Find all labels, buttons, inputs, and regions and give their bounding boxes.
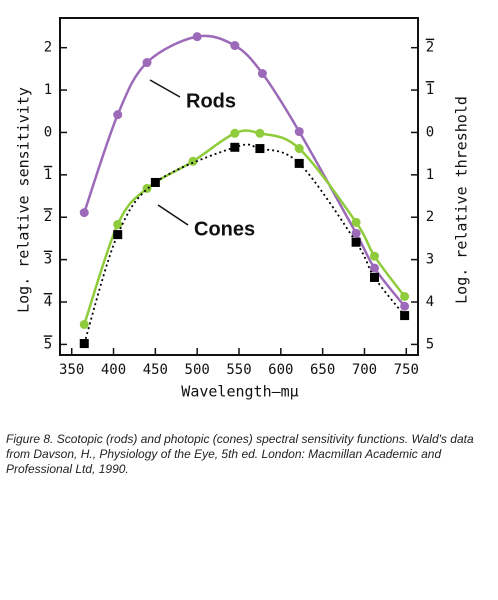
data-point — [294, 144, 304, 154]
y2-axis-label: Log. relative threshold — [453, 96, 471, 304]
data-point — [150, 177, 160, 187]
y-tick-label: 4 — [44, 294, 52, 310]
y-tick-label: 1 — [44, 167, 52, 183]
data-point — [142, 58, 152, 68]
x-tick-label: 350 — [59, 362, 84, 378]
y-axis-label: Log. relative sensitivity — [15, 87, 33, 313]
data-point — [400, 301, 410, 311]
data-point — [79, 208, 89, 218]
data-point — [255, 144, 265, 154]
data-point — [351, 237, 361, 247]
y-tick-label: 0 — [44, 124, 52, 140]
data-point — [294, 158, 304, 168]
data-point — [188, 156, 198, 166]
y-tick-label: 2 — [426, 40, 434, 56]
data-point — [192, 32, 202, 42]
caption: Figure 8. Scotopic (rods) and photopic (… — [6, 432, 474, 476]
data-point — [230, 41, 240, 51]
data-point — [113, 230, 123, 240]
series-line — [83, 143, 406, 344]
chart: Log. relative sensitivity Log. relative … — [15, 17, 471, 401]
y-tick-label: 3 — [44, 252, 52, 268]
x-tick-label: 750 — [394, 362, 419, 378]
data-point — [370, 263, 380, 273]
plot-frame — [59, 17, 419, 356]
y-tick-label: 5 — [44, 336, 52, 352]
leader-line — [149, 79, 181, 98]
x-tick-label: 550 — [226, 362, 251, 378]
y-tick-label: 2 — [426, 209, 434, 225]
y-tick-label: 5 — [426, 336, 434, 352]
annotation: Rods — [186, 90, 236, 112]
data-point — [113, 110, 123, 120]
data-point — [351, 217, 361, 227]
data-point — [257, 69, 267, 79]
y-tick-label: 0 — [426, 124, 434, 140]
annotation: Cones — [194, 218, 255, 240]
data-point — [351, 228, 361, 238]
data-point — [370, 272, 380, 282]
leader-line — [157, 204, 189, 226]
x-tick-label: 400 — [101, 362, 126, 378]
x-tick-label: 600 — [268, 362, 293, 378]
data-point — [113, 219, 123, 229]
y-tick-label: 3 — [426, 252, 434, 268]
data-point — [400, 292, 410, 302]
y-tick-label: 1 — [426, 82, 434, 98]
data-point — [79, 319, 89, 329]
y-tick-label: 1 — [426, 167, 434, 183]
x-tick-label: 450 — [143, 362, 168, 378]
data-point — [79, 339, 89, 349]
series-line — [83, 129, 406, 325]
series-line — [83, 34, 406, 308]
data-point — [400, 311, 410, 321]
data-point — [230, 142, 240, 152]
x-tick-label: 500 — [185, 362, 210, 378]
x-tick-label: 650 — [310, 362, 335, 378]
data-point — [255, 128, 265, 138]
y-tick-label: 2 — [44, 209, 52, 225]
data-point — [294, 127, 304, 137]
data-point — [230, 128, 240, 138]
data-point — [370, 251, 380, 261]
y-tick-label: 2 — [44, 40, 52, 56]
data-point — [142, 183, 152, 193]
y-tick-label: 4 — [426, 294, 434, 310]
y-tick-label: 1 — [44, 82, 52, 98]
x-tick-label: 700 — [352, 362, 377, 378]
x-axis-label: Wavelength—mμ — [181, 383, 298, 401]
